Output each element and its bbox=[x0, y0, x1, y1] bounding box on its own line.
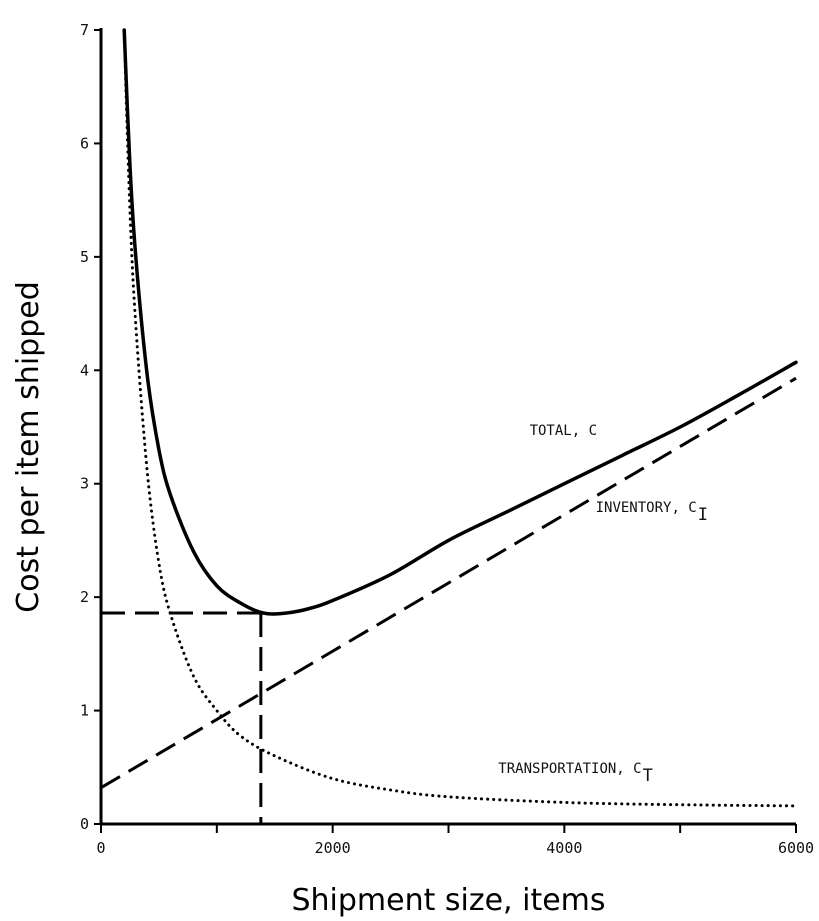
y-tick-label: 7 bbox=[80, 21, 89, 39]
x-tick-label: 2000 bbox=[315, 839, 351, 857]
series-group bbox=[100, 28, 798, 808]
total-cost-line bbox=[122, 28, 798, 616]
y-tick-label: 3 bbox=[80, 475, 89, 493]
y-tick-label: 1 bbox=[80, 702, 89, 720]
y-axis-title: Cost per item shipped bbox=[11, 281, 46, 612]
x-tick-label: 6000 bbox=[778, 839, 814, 857]
inventory-cost-line bbox=[100, 376, 797, 789]
reference-lines bbox=[101, 611, 263, 824]
series-annotation-2: TRANSPORTATION, CT bbox=[498, 761, 653, 786]
y-tick-label: 4 bbox=[80, 361, 89, 379]
ticks: 0 2000 4000 6000 0 1 2 3 4 5 6 7 bbox=[80, 21, 814, 857]
y-tick-label: 6 bbox=[80, 134, 89, 152]
y-tick-label: 0 bbox=[80, 815, 89, 833]
series-annotation-0: TOTAL, C bbox=[530, 423, 597, 439]
annotation-subscript: I bbox=[698, 505, 708, 525]
series-annotation-1: INVENTORY, CI bbox=[596, 500, 708, 525]
labels-group: TOTAL, C INVENTORY, CI TRANSPORTATION, CT bbox=[498, 423, 708, 786]
x-tick-label: 4000 bbox=[546, 839, 582, 857]
x-tick-label: 0 bbox=[96, 839, 105, 857]
axes bbox=[99, 28, 796, 826]
y-tick-label: 5 bbox=[80, 248, 89, 266]
annotation-subscript: T bbox=[643, 766, 653, 786]
y-tick-label: 2 bbox=[80, 588, 89, 606]
x-axis-title: Shipment size, items bbox=[291, 883, 605, 918]
transportation-cost-line bbox=[122, 28, 798, 808]
